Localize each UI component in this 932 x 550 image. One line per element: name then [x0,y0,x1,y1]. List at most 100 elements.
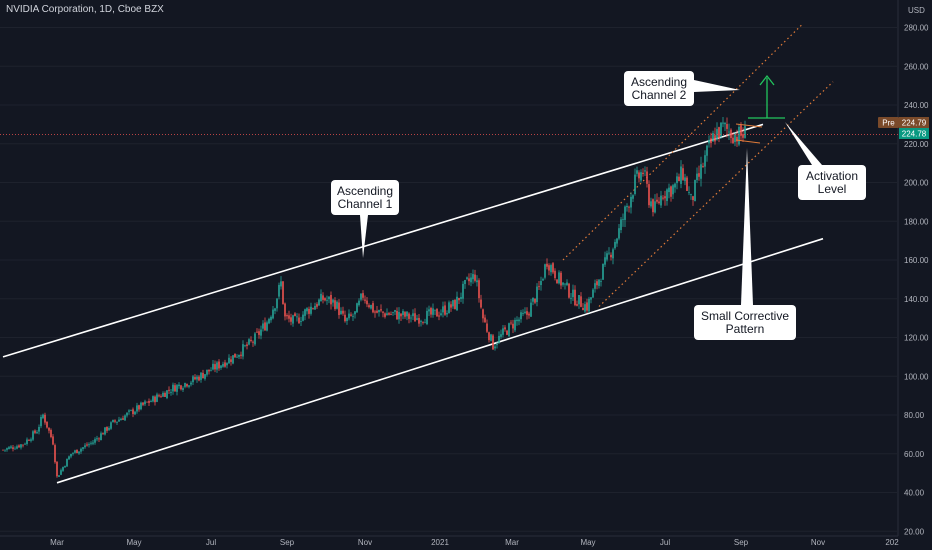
candle-body [252,341,254,343]
candle-body [536,286,538,303]
candle-body [730,129,732,138]
pre-badge-label: Pre [882,119,895,128]
candle-body [550,265,552,273]
candle-body [288,315,290,319]
candle-body [420,320,422,322]
candle-body [388,313,390,315]
candle-body [254,333,256,345]
candle-body [436,308,438,317]
candle-body [398,312,400,320]
candle-body [642,172,644,174]
x-tick-label: Nov [811,538,825,547]
candle-body [318,299,320,306]
callout-box [331,180,399,215]
candle-body [574,289,576,306]
candle-body [506,330,508,335]
candle-body [482,309,484,319]
candle-body [242,344,244,357]
candle-body [404,312,406,317]
callout-line-1: Activation [806,169,858,183]
candle-body [608,252,610,254]
candle-body [512,323,514,329]
candle-body [306,308,308,312]
candle-body [382,311,384,313]
candle-body [528,313,530,316]
candle-body [450,304,452,308]
candle-body [490,334,492,341]
candle-body [414,313,416,322]
candle-body [76,449,78,454]
candle-body [144,401,146,405]
candle-body [658,201,660,204]
candle-body [200,372,202,380]
callout-activation-level[interactable]: Activation Level [785,122,866,200]
candle-body [552,263,554,273]
candle-body [152,396,154,402]
candle-body [70,453,72,457]
last-badge-value: 224.78 [902,130,927,139]
candle-body [514,319,516,331]
candle-body [468,278,470,282]
candle-body [50,429,52,437]
candle-body [284,303,286,317]
candle-body [560,272,562,286]
y-tick-label: 260.00 [904,62,929,71]
candle-body [408,313,410,319]
candle-body [532,297,534,302]
candle-body [692,196,694,201]
last-badge-bg [899,128,929,139]
candle-body [36,432,38,434]
pre-badge-value-bg [899,117,929,128]
candle-body [724,122,726,125]
callout-ascending-channel-2[interactable]: Ascending Channel 2 [624,71,740,106]
candle-body [452,300,454,307]
candle-body [686,177,688,191]
candle-body [220,365,222,368]
candle-body [64,466,66,468]
candle-body [600,281,602,282]
candle-body [268,318,270,324]
candle-body [502,328,504,335]
trend-channels [2,23,834,484]
callout-pointer [360,215,368,258]
candle-body [610,254,612,258]
callout-line-2: Level [818,182,847,196]
candle-body [146,401,148,403]
candle-body [308,308,310,314]
candle-body [688,192,690,193]
candle-body [614,242,616,249]
candle-body [266,322,268,331]
callout-pointer [785,122,822,165]
candle-body [58,475,60,477]
y-tick-label: 60.00 [904,450,925,459]
target-arrow-head [759,74,775,86]
candle-body [676,176,678,184]
candle-body [10,446,12,448]
candle-body [356,303,358,313]
candle-body [590,297,592,300]
callout-ascending-channel-1[interactable]: Ascending Channel 1 [331,180,399,258]
candle-body [2,449,4,451]
candle-body [684,177,686,182]
candle-body [702,166,704,168]
candle-body [68,456,70,460]
candle-body [572,289,574,298]
candle-body [640,172,642,181]
candle-body [586,302,588,311]
candle-body [196,376,198,380]
candle-body [628,206,630,208]
candle-body [30,439,32,441]
candle-body [576,304,578,306]
candle-body [626,205,628,208]
pre-badge-label-bg [878,117,899,128]
candle-body [416,318,418,320]
callout-small-corrective-pattern[interactable]: Small Corrective Pattern [694,148,796,340]
candle-body [464,279,466,285]
candle-body [434,309,436,311]
candle-body [518,319,520,322]
candle-body [90,442,92,444]
channel-1-upper-line [2,123,764,358]
candle-body [524,311,526,313]
candle-body [180,385,182,390]
